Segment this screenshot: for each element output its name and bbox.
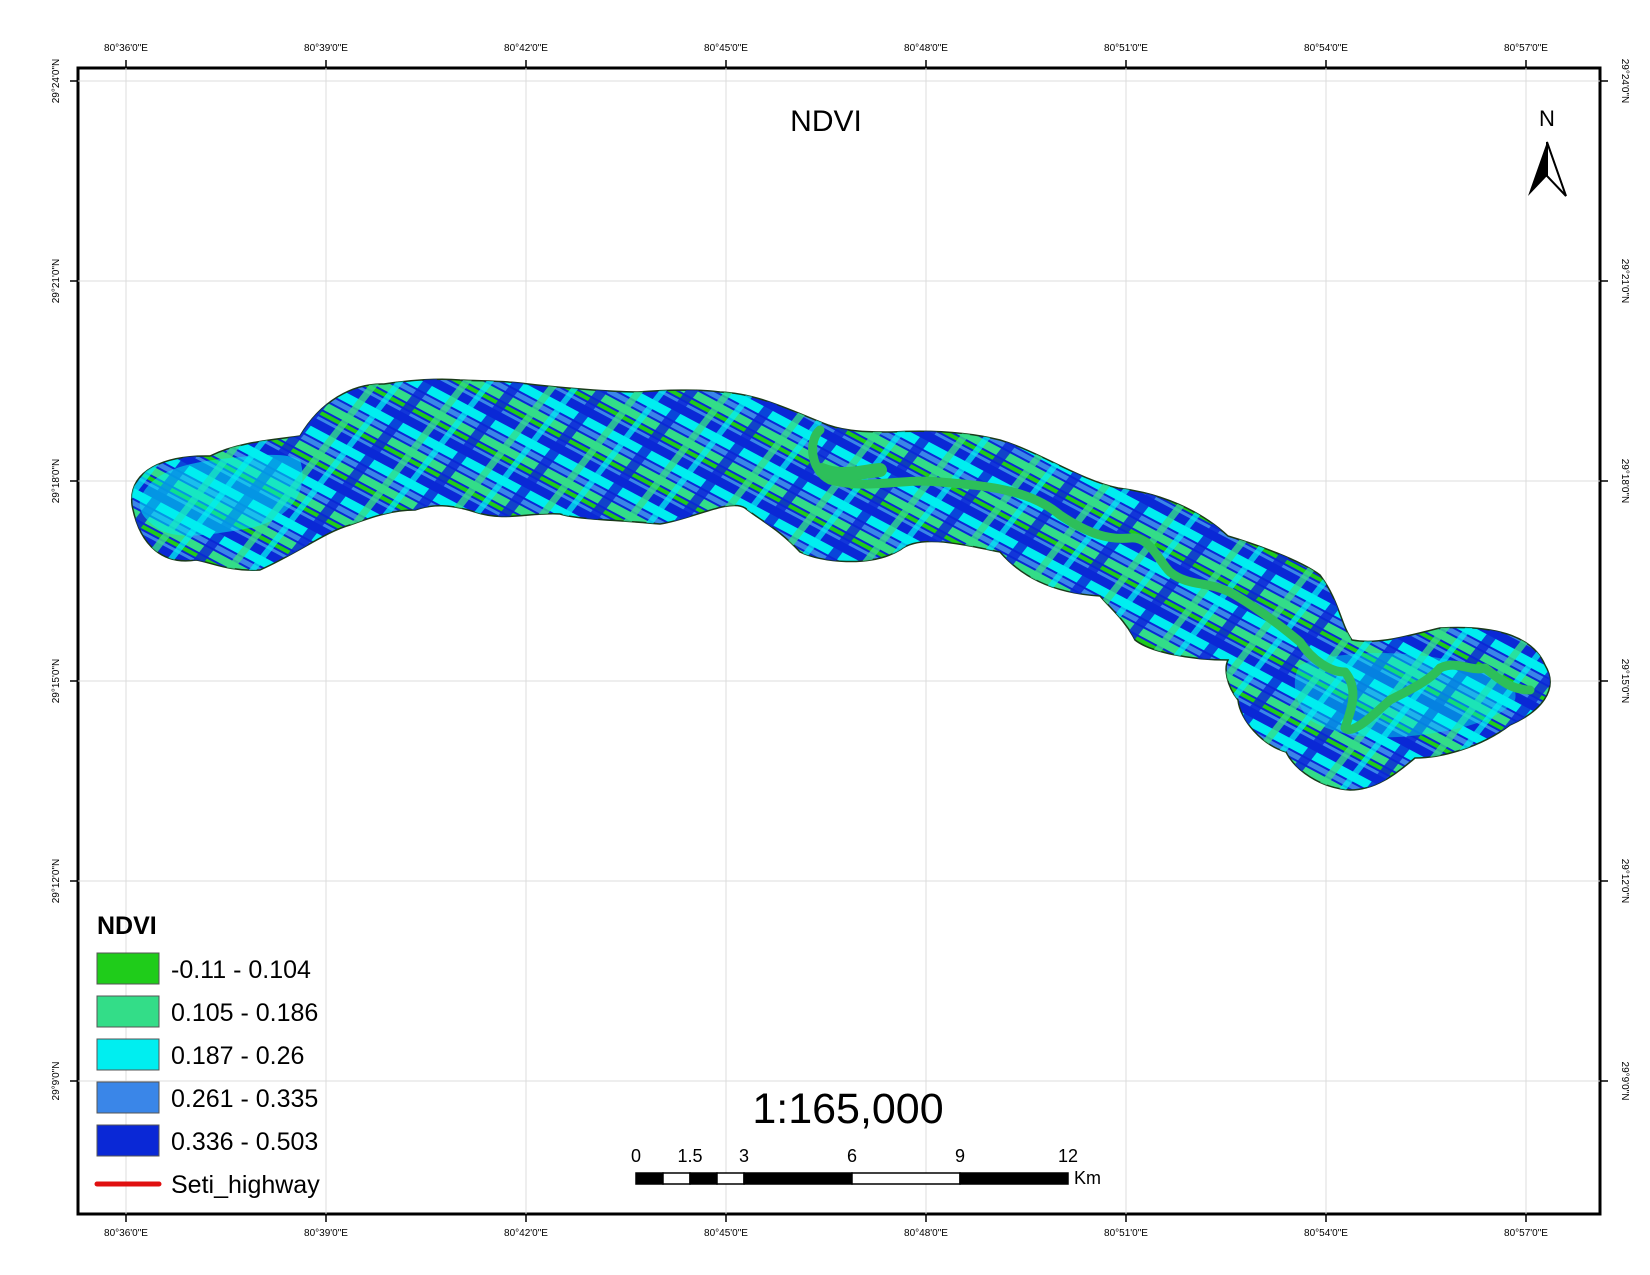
lon-label-bottom: 80°57'0"E [1504, 1228, 1548, 1239]
scale-bar-segment [689, 1172, 718, 1185]
lon-label-bottom: 80°45'0"E [704, 1228, 748, 1239]
corridor-texture [131, 379, 1551, 790]
lon-label-top: 80°45'0"E [704, 43, 748, 54]
lat-label-left: 29°21'0"N [51, 259, 62, 304]
legend-label: 0.336 - 0.503 [171, 1128, 318, 1156]
lat-label-right: 29°9'0"N [1619, 1062, 1630, 1101]
lon-label-bottom: 80°54'0"E [1304, 1228, 1348, 1239]
map-title: NDVI [790, 105, 862, 138]
legend-label: 0.261 - 0.335 [171, 1085, 318, 1113]
legend: NDVI -0.11 - 0.104 0.105 - 0.186 0.187 - 0.… [94, 912, 320, 1199]
scale-bar-segment [635, 1172, 664, 1185]
lon-label-bottom: 80°42'0"E [504, 1228, 548, 1239]
scale-bar-segment [743, 1172, 853, 1185]
legend-label: -0.11 - 0.104 [171, 956, 311, 984]
legend-swatch [96, 1081, 160, 1114]
scale-bar-segment [851, 1172, 961, 1185]
scale-bar-segment [959, 1172, 1069, 1185]
scale-bar-tick-label: 0 [631, 1146, 641, 1166]
scale-ratio: 1:165,000 [752, 1085, 943, 1133]
legend-label: 0.105 - 0.186 [171, 999, 318, 1027]
lat-label-right: 29°21'0"N [1619, 259, 1630, 304]
legend-swatch [96, 1124, 160, 1157]
ndvi-corridor [131, 378, 1551, 791]
legend-swatch [96, 1038, 160, 1071]
lon-label-bottom: 80°39'0"E [304, 1228, 348, 1239]
seti-river [808, 425, 1535, 735]
scale-bar-unit: Km [1074, 1168, 1101, 1188]
north-arrow-icon-outline [1546, 141, 1567, 197]
lat-label-left: 29°18'0"N [51, 459, 62, 504]
lon-label-bottom: 80°51'0"E [1104, 1228, 1148, 1239]
scale-bar-segment [716, 1172, 745, 1185]
legend-swatch [96, 995, 160, 1028]
scale-bar-tick-label: 9 [955, 1146, 965, 1166]
lon-label-bottom: 80°36'0"E [104, 1228, 148, 1239]
lat-label-right: 29°18'0"N [1619, 459, 1630, 504]
north-arrow-icon [1528, 142, 1547, 196]
graticule-labels: 80°36'0"E 80°36'0"E 80°39'0"E 80°39'0"E 80°4… [51, 43, 1630, 1239]
legend-label: Seti_highway [171, 1171, 320, 1199]
lon-label-top: 80°36'0"E [104, 43, 148, 54]
north-label: N [1539, 106, 1555, 131]
lon-label-top: 80°42'0"E [504, 43, 548, 54]
north-arrow: N [1528, 106, 1567, 197]
lon-label-top: 80°39'0"E [304, 43, 348, 54]
scale-bar-tick-label: 1.5 [677, 1146, 702, 1166]
lat-label-left: 29°12'0"N [51, 859, 62, 904]
seti-river-channel [815, 463, 887, 482]
lat-label-left: 29°9'0"N [51, 1062, 62, 1101]
lat-label-right: 29°24'0"N [1619, 59, 1630, 104]
lat-label-left: 29°24'0"N [51, 59, 62, 104]
lon-label-top: 80°57'0"E [1504, 43, 1548, 54]
scale-bar-tick-label: 3 [739, 1146, 749, 1166]
legend-swatch [96, 952, 160, 985]
lon-label-bottom: 80°48'0"E [904, 1228, 948, 1239]
corridor-west-zone [139, 454, 303, 536]
lon-label-top: 80°48'0"E [904, 43, 948, 54]
lon-label-top: 80°54'0"E [1304, 43, 1348, 54]
scale-bar-tick-label: 12 [1058, 1146, 1078, 1166]
lat-label-right: 29°15'0"N [1619, 659, 1630, 704]
lat-label-left: 29°15'0"N [51, 659, 62, 704]
scale-bar-segment [662, 1172, 691, 1185]
legend-label: 0.187 - 0.26 [171, 1042, 304, 1070]
lon-label-top: 80°51'0"E [1104, 43, 1148, 54]
lat-label-right: 29°12'0"N [1619, 859, 1630, 904]
scale-bar-tick-label: 6 [847, 1146, 857, 1166]
legend-title: NDVI [97, 912, 157, 940]
